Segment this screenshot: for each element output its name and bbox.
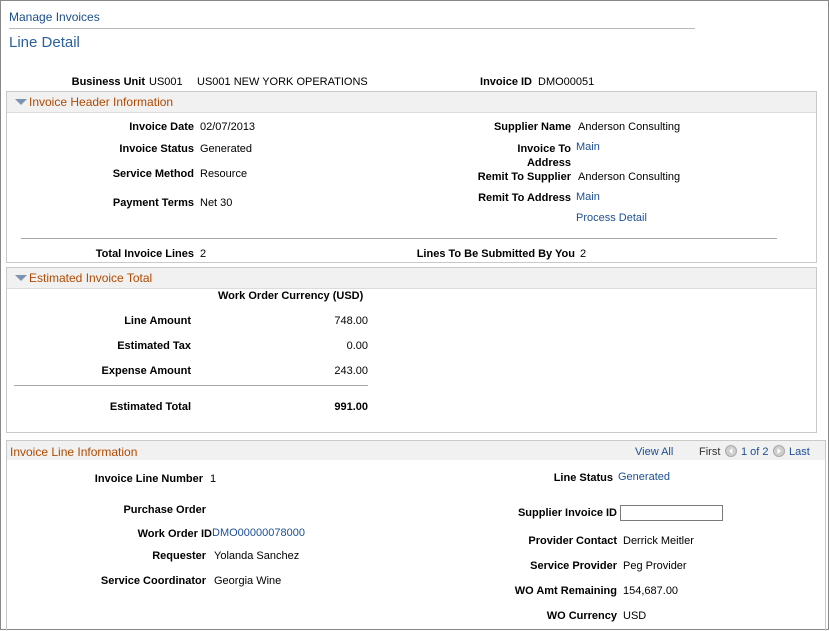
estimated-total-section-title: Estimated Invoice Total [29, 271, 153, 285]
invoice-to-address-label-line1: Invoice To [517, 143, 571, 155]
invoice-line-section-title: Invoice Line Information [10, 445, 138, 459]
payment-terms-label: Payment Terms [112, 197, 194, 209]
line-status-value: Generated [618, 471, 670, 483]
business-unit-name: US001 NEW YORK OPERATIONS [197, 76, 368, 88]
first-label: First [699, 446, 721, 458]
next-row-icon[interactable] [773, 445, 785, 460]
service-coordinator-value: Georgia Wine [214, 575, 282, 587]
invoice-id-value: DMO00051 [538, 76, 595, 88]
remit-to-address-label: Remit To Address [478, 192, 571, 204]
invoice-to-address-label-line2: Address [526, 157, 571, 169]
invoice-status-value: Generated [200, 143, 252, 155]
work-order-id-link[interactable]: DMO00000078000 [212, 527, 305, 539]
total-invoice-lines-value: 2 [200, 248, 207, 260]
last-link[interactable]: Last [789, 446, 810, 458]
remit-to-supplier-label: Remit To Supplier [477, 171, 571, 183]
line-amount-value: 748.00 [334, 315, 368, 327]
requester-value: Yolanda Sanchez [214, 550, 300, 562]
estimated-total-label: Estimated Total [109, 401, 191, 413]
collapse-triangle-icon[interactable] [15, 99, 27, 105]
provider-contact-label: Provider Contact [528, 535, 617, 547]
supplier-name-value: Anderson Consulting [578, 121, 681, 133]
total-invoice-lines-label: Total Invoice Lines [95, 248, 194, 260]
service-method-label: Service Method [112, 168, 194, 180]
wo-currency-value: USD [623, 610, 647, 622]
invoice-status-label: Invoice Status [119, 143, 194, 155]
estimated-total-section-header[interactable]: Estimated Invoice Total [7, 268, 816, 289]
line-status-label: Line Status [553, 472, 613, 484]
supplier-invoice-id-input[interactable] [620, 505, 723, 521]
estimated-total-section: Estimated Invoice Total [6, 267, 817, 433]
collapse-triangle-icon[interactable] [15, 275, 27, 281]
header-section-divider [21, 238, 777, 239]
breadcrumb-divider [9, 28, 695, 29]
purchase-order-label: Purchase Order [123, 504, 206, 516]
wo-currency-label: WO Currency [546, 610, 617, 622]
invoice-header-section: Invoice Header Information [6, 91, 817, 263]
remit-to-supplier-value: Anderson Consulting [578, 171, 681, 183]
invoice-header-section-title: Invoice Header Information [29, 95, 174, 109]
supplier-invoice-id-label: Supplier Invoice ID [517, 507, 617, 519]
estimate-total-divider [14, 385, 368, 386]
estimated-tax-label: Estimated Tax [117, 340, 191, 352]
wo-amt-remaining-value: 154,687.00 [623, 585, 679, 597]
work-order-id-label: Work Order ID [137, 528, 212, 540]
invoice-date-label: Invoice Date [129, 121, 194, 133]
invoice-id-label: Invoice ID [480, 76, 532, 88]
lines-to-submit-label: Lines To Be Submitted By You [416, 248, 575, 260]
service-provider-label: Service Provider [530, 560, 617, 572]
view-all-link[interactable]: View All [635, 446, 674, 458]
process-detail-link[interactable]: Process Detail [576, 212, 647, 224]
service-coordinator-label: Service Coordinator [100, 575, 206, 587]
invoice-date-value: 02/07/2013 [200, 121, 256, 133]
business-unit-label: Business Unit [71, 76, 145, 88]
invoice-to-address-link[interactable]: Main [576, 141, 600, 153]
expense-amount-label: Expense Amount [101, 365, 191, 377]
supplier-name-label: Supplier Name [493, 121, 571, 133]
payment-terms-value: Net 30 [200, 197, 233, 209]
expense-amount-value: 243.00 [334, 365, 368, 377]
estimated-total-value: 991.00 [334, 401, 368, 413]
line-amount-label: Line Amount [124, 315, 191, 327]
currency-column-header: Work Order Currency (USD) [218, 290, 364, 302]
wo-amt-remaining-label: WO Amt Remaining [514, 585, 617, 597]
invoice-line-number-label: Invoice Line Number [94, 473, 203, 485]
lines-to-submit-value: 2 [580, 248, 587, 260]
service-method-value: Resource [200, 168, 248, 180]
page-title: Line Detail [9, 34, 80, 51]
business-unit-code: US001 [149, 76, 183, 88]
provider-contact-value: Derrick Meitler [623, 535, 694, 547]
requester-label: Requester [152, 550, 206, 562]
pager-count: 1 of 2 [741, 446, 769, 458]
estimated-tax-value: 0.00 [346, 340, 368, 352]
remit-to-address-link[interactable]: Main [576, 191, 600, 203]
invoice-line-number-value: 1 [210, 473, 217, 485]
invoice-line-section: Invoice Line Information [6, 440, 826, 631]
invoice-line-section-header: Invoice Line Information [7, 441, 825, 460]
invoice-header-section-header[interactable]: Invoice Header Information [7, 92, 816, 113]
previous-row-icon[interactable] [725, 445, 737, 460]
service-provider-value: Peg Provider [623, 560, 687, 572]
breadcrumb-manage-invoices[interactable]: Manage Invoices [9, 10, 100, 24]
